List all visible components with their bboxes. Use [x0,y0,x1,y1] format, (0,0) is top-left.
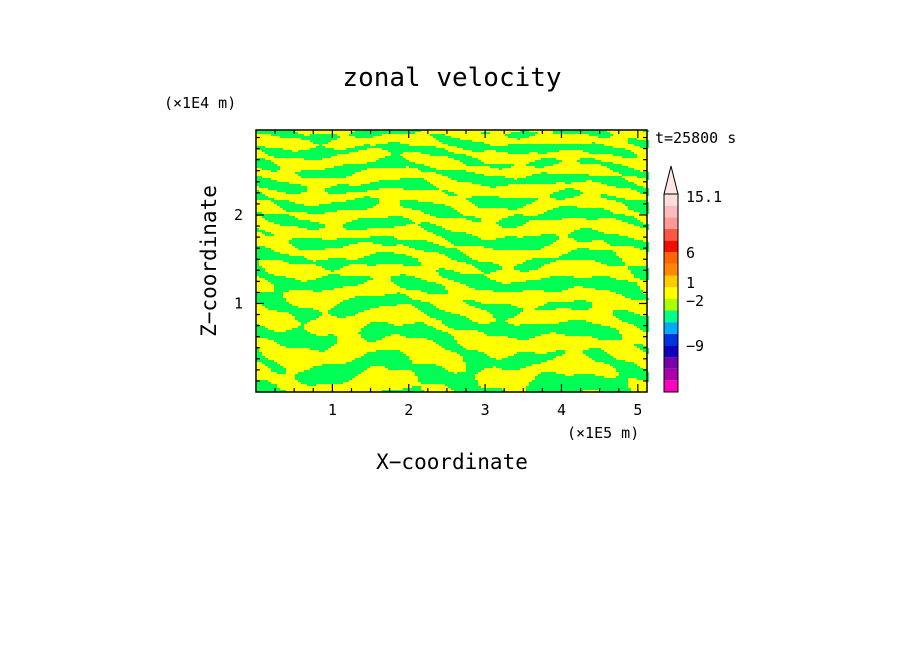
colorbar-band [664,205,678,218]
time-label: t=25800 s [655,129,736,147]
x-tick-label: 2 [404,401,413,419]
x-tick-label: 5 [633,401,642,419]
colorbar-band [664,310,678,323]
colorbar: 15.1 6 1−2 −9 [663,165,722,393]
colorbar-label: 15.1 [686,188,722,206]
field-level-mid [256,130,649,392]
colorbar-extend-arrow [663,165,679,195]
x-tick-label: 3 [481,401,490,419]
axis-ticks: 1 2 3 4 5 1 2 [234,130,647,419]
x-tick-label: 4 [557,401,566,419]
x-axis-title: X−coordinate [376,450,528,474]
colorbar-label: −9 [686,337,704,355]
colorbar-band [664,357,678,369]
colorbar-band [664,228,678,241]
colorbar-band [664,333,678,346]
colorbar-band [664,298,678,311]
y-axis-title: Z−coordinate [197,185,221,337]
chart-title: zonal velocity [342,63,561,93]
colorbar-label: −2 [686,292,704,310]
colorbar-band [664,322,678,334]
y-units-label: (×1E4 m) [164,94,236,112]
colorbar-band [664,368,678,381]
colorbar-band [664,287,678,299]
velocity-field [256,130,649,392]
y-tick-label: 2 [234,206,243,224]
colorbar-band [664,194,678,206]
x-units-label: (×1E5 m) [567,424,639,442]
colorbar-band [664,240,678,253]
plot-frame [255,129,648,393]
y-tick-label: 1 [234,294,243,312]
colorbar-band [664,263,678,276]
colorbar-band [664,345,678,358]
colorbar-band [664,252,678,264]
colorbar-band [664,380,678,392]
colorbar-label: 6 [686,244,695,262]
colorbar-band [664,275,678,288]
x-tick-label: 1 [328,401,337,419]
colorbar-band [664,217,678,229]
colorbar-label: 1 [686,274,695,292]
